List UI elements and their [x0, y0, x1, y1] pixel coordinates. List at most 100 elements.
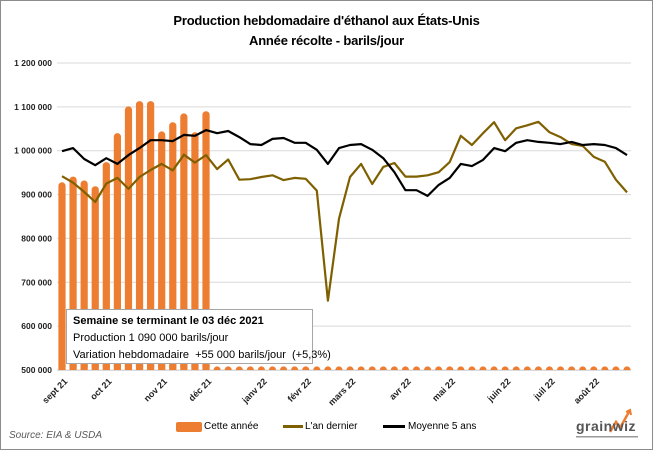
bar [135, 101, 144, 371]
bar-empty-stub [401, 366, 410, 370]
chart-subtitle: Année récolte - barils/jour [249, 33, 404, 48]
chart-title: Production hebdomadaire d'éthanol aux Ét… [173, 13, 480, 28]
y-tick-label: 800 000 [21, 233, 52, 243]
y-tick-label: 1 200 000 [14, 58, 52, 68]
legend-swatch-bar-icon [176, 421, 202, 432]
bar-empty-stub [523, 366, 531, 370]
x-tick-label: nov 21 [142, 376, 169, 403]
logo-text: grainwiz [576, 418, 637, 434]
legend-swatch-line-icon [383, 425, 405, 428]
bar-base [180, 365, 188, 370]
bar-empty-stub [446, 366, 454, 370]
source-note: Source: EIA & USDA [9, 430, 102, 441]
bar-base [69, 365, 77, 370]
line-last-year [61, 120, 628, 302]
y-tick-label: 600 000 [21, 321, 52, 331]
legend-label-last-year: L'an dernier [305, 421, 358, 432]
x-tick-label: oct 21 [88, 376, 113, 401]
bar-base [191, 365, 199, 370]
bar-base [113, 365, 121, 370]
x-tick-label: avr 22 [387, 376, 412, 401]
x-tick-label: mars 22 [326, 376, 357, 407]
bar-empty-stub [534, 366, 542, 370]
legend-item-this-year: Cette année [176, 421, 259, 432]
bar-empty-stub [313, 366, 321, 370]
series-lines [61, 120, 628, 302]
bar-empty-stub [423, 366, 432, 370]
bar-empty-stub [324, 366, 332, 370]
bar-empty-stub [623, 366, 631, 370]
bar-empty-stub [479, 366, 487, 370]
bar [180, 113, 188, 370]
bar-empty-stub [335, 366, 343, 370]
bar-base [147, 365, 155, 370]
bar [169, 122, 177, 370]
bar-empty-stub [291, 366, 299, 370]
bar-empty-stub [612, 366, 620, 370]
bar-empty-stub [357, 366, 365, 370]
bar-empty-stub [302, 366, 310, 370]
x-tick-label: juin 22 [485, 376, 513, 404]
annotation-box: Semaine se terminant le 03 déc 2021 Prod… [66, 309, 331, 364]
line-5yr-average [61, 129, 628, 197]
bar-empty-stub [390, 366, 398, 370]
bar [202, 111, 210, 370]
bar-empty-stub [368, 366, 376, 370]
grainwiz-logo: grainwiz [574, 408, 644, 442]
bar-empty-stub [379, 366, 387, 370]
x-tick-label: juil 22 [531, 376, 557, 402]
x-tick-label: févr 22 [286, 376, 314, 404]
bar-base [202, 365, 210, 370]
bar-base [135, 365, 144, 370]
y-tick-label: 1 100 000 [14, 102, 52, 112]
bar-empty-stub [568, 366, 576, 370]
logo-arrow-icon [576, 408, 638, 438]
bar [124, 106, 133, 370]
bar-empty-stub [235, 366, 243, 370]
bar-empty-stub [279, 366, 288, 370]
bar-empty-stub [501, 366, 509, 370]
bar-empty-stub [579, 366, 587, 370]
bar-empty-stub [268, 366, 277, 370]
y-tick-label: 1 000 000 [14, 146, 52, 156]
annotation-variation: Variation hebdomadaire +55 000 barils/jo… [73, 349, 331, 361]
bar [58, 182, 66, 370]
bar-empty-stub [435, 366, 443, 370]
bar-empty-stub [590, 366, 598, 370]
bar-empty-stub [246, 366, 254, 370]
y-axis-ticks: 500 000 600 000 700 000 800 000 900 000 1 000… [14, 58, 52, 375]
bar-empty-stub [224, 366, 232, 370]
bar-empty-stub [512, 366, 520, 370]
bar-base [158, 365, 166, 370]
bar-empty-stub [213, 366, 221, 370]
annotation-production: Production 1 090 000 barils/jour [73, 332, 229, 344]
bar-empty-stub [457, 366, 465, 370]
bar-empty-stub [556, 366, 565, 370]
y-tick-label: 700 000 [21, 277, 52, 287]
bar-base [124, 365, 133, 370]
x-tick-label: janv 22 [239, 376, 268, 405]
legend-label-5yr-avg: Moyenne 5 ans [408, 421, 477, 432]
x-tick-label: sept 21 [40, 376, 69, 405]
y-tick-label: 900 000 [21, 190, 52, 200]
x-tick-label: août 22 [572, 376, 601, 405]
bar-empty-stub [490, 366, 498, 370]
bar-base [91, 365, 99, 370]
bar-empty-stub [601, 366, 609, 370]
bar-empty-stub [468, 366, 476, 370]
bar-empty-stub [412, 366, 421, 370]
bar-base [80, 365, 88, 370]
annotation-week: Semaine se terminant le 03 déc 2021 [73, 315, 264, 327]
bar-empty-stub [545, 366, 554, 370]
bar-base [58, 365, 66, 370]
bar-base [169, 365, 177, 370]
bar-base [102, 365, 110, 370]
bar-empty-stub [346, 366, 354, 370]
legend-swatch-line-icon [283, 425, 303, 428]
x-axis-ticks: sept 21 oct 21 nov 21 déc 21 janv 22 févr 22 m… [40, 376, 601, 407]
legend-label-this-year: Cette année [204, 421, 259, 432]
legend-item-5yr-avg: Moyenne 5 ans [383, 421, 476, 432]
x-tick-label: déc 21 [187, 376, 214, 403]
legend-item-last-year: L'an dernier [283, 421, 358, 432]
